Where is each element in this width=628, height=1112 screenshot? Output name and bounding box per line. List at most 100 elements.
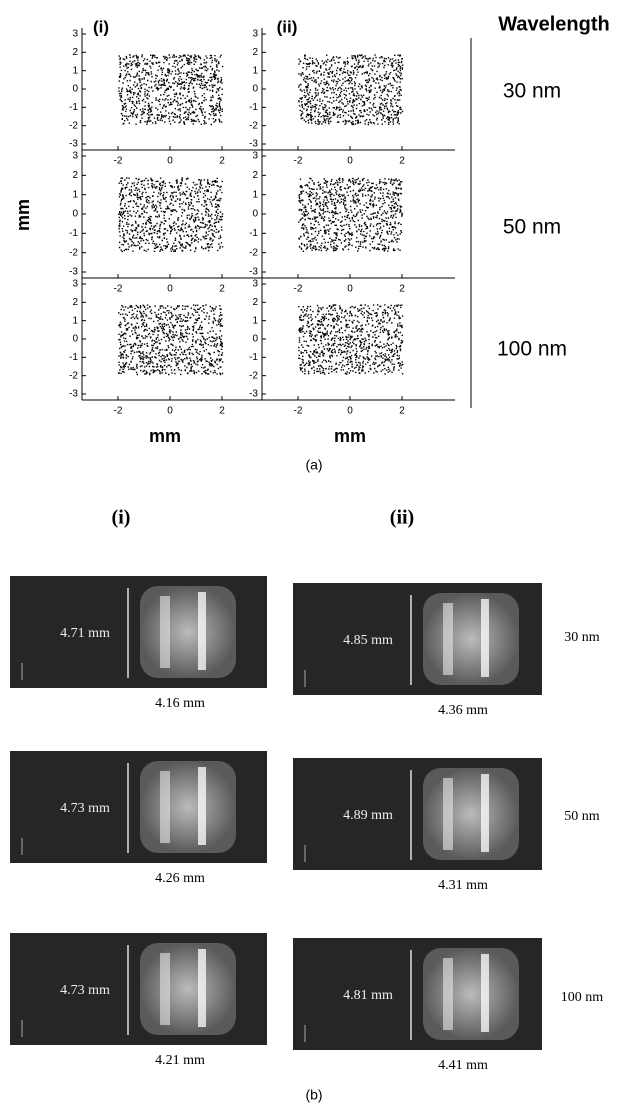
image-sample — [140, 586, 236, 678]
y-tick-label: -2 — [69, 370, 78, 381]
x-tick-label: 2 — [399, 156, 405, 167]
column-label: (i) — [93, 17, 109, 36]
bright-stripe — [443, 958, 453, 1030]
y-axis-label: mm — [13, 199, 33, 231]
scatter-texture — [298, 178, 403, 252]
y-tick-label: -2 — [69, 247, 78, 258]
image-sample — [423, 593, 519, 685]
y-tick-label: 0 — [252, 209, 258, 220]
x-tick-label: 0 — [347, 406, 353, 417]
y-tick-label: -3 — [249, 389, 258, 400]
y-tick-label: -3 — [69, 139, 78, 150]
x-tick-label: 2 — [219, 406, 225, 417]
x-tick-label: 0 — [167, 156, 173, 167]
y-tick-label: 0 — [72, 209, 78, 220]
y-tick-label: 0 — [252, 334, 258, 345]
y-tick-label: -1 — [249, 228, 258, 239]
wavelength-label: 100 nm — [497, 338, 567, 361]
bright-stripe — [481, 954, 489, 1032]
x-tick-label: 0 — [347, 284, 353, 295]
scatter-texture — [118, 177, 223, 252]
y-tick-label: -1 — [69, 352, 78, 363]
bright-stripe — [443, 778, 453, 850]
y-tick-label: 1 — [252, 315, 258, 326]
y-tick-label: 2 — [252, 170, 258, 181]
y-tick-label: -1 — [249, 352, 258, 363]
y-tick-label: 0 — [252, 84, 258, 95]
wavelength-label: 50 nm — [503, 216, 561, 239]
y-tick-label: -1 — [69, 228, 78, 239]
y-tick-label: 2 — [72, 47, 78, 58]
height-label: 4.71 mm — [60, 626, 110, 641]
x-tick-label: -2 — [114, 284, 123, 295]
y-tick-label: -2 — [249, 120, 258, 131]
y-tick-label: 3 — [252, 279, 258, 290]
x-tick-label: -2 — [294, 406, 303, 417]
height-label: 4.81 mm — [343, 988, 393, 1003]
y-tick-label: -1 — [249, 102, 258, 113]
image-sample — [140, 943, 236, 1035]
x-tick-label: -2 — [114, 156, 123, 167]
figure: 3 2 1 0 -1 -2 -3 -2 0 2 3 2 1 0 -1 -2 -3 -2 0 2 30 nm 3 2 1 0 -1 -… — [0, 0, 628, 1112]
y-tick-label: -3 — [249, 139, 258, 150]
column-label: (ii) — [277, 17, 298, 36]
x-tick-label: -2 — [114, 406, 123, 417]
y-tick-label: -2 — [249, 247, 258, 258]
image-sample — [423, 948, 519, 1040]
wavelength-label: 100 nm — [561, 990, 604, 1005]
width-label: 4.31 mm — [438, 878, 488, 893]
bright-stripe — [198, 949, 206, 1027]
width-label: 4.21 mm — [155, 1053, 205, 1068]
bright-stripe — [198, 767, 206, 845]
header: Wavelength — [498, 13, 610, 35]
scatter-texture — [298, 304, 403, 375]
panel-label: (a) — [305, 457, 322, 473]
image-sample — [140, 761, 236, 853]
y-tick-label: -1 — [69, 102, 78, 113]
bright-stripe — [481, 774, 489, 852]
x-tick-label: 0 — [347, 156, 353, 167]
width-label: 4.26 mm — [155, 871, 205, 886]
x-tick-label: 2 — [399, 406, 405, 417]
x-axis-label: mm — [334, 426, 366, 446]
bright-stripe — [160, 771, 170, 843]
y-tick-label: 0 — [72, 84, 78, 95]
width-label: 4.36 mm — [438, 703, 488, 718]
x-axis-label: mm — [149, 426, 181, 446]
y-tick-label: -3 — [249, 267, 258, 278]
height-label: 4.73 mm — [60, 801, 110, 816]
bright-stripe — [481, 599, 489, 677]
panel-label: (b) — [305, 1087, 322, 1103]
image-sample — [423, 768, 519, 860]
y-tick-label: 0 — [72, 334, 78, 345]
y-tick-label: 2 — [252, 297, 258, 308]
bright-stripe — [443, 603, 453, 675]
y-tick-label: -2 — [69, 120, 78, 131]
y-tick-label: 3 — [72, 151, 78, 162]
scatter-texture — [118, 54, 223, 125]
column-label: (i) — [112, 507, 131, 529]
y-tick-label: 1 — [72, 189, 78, 200]
bright-stripe — [160, 596, 170, 668]
y-tick-label: 1 — [252, 65, 258, 76]
height-label: 4.89 mm — [343, 808, 393, 823]
x-tick-label: 2 — [219, 284, 225, 295]
x-tick-label: -2 — [294, 284, 303, 295]
scatter-texture — [298, 54, 403, 125]
y-tick-label: 2 — [252, 47, 258, 58]
y-tick-label: 3 — [72, 29, 78, 40]
y-tick-label: 1 — [72, 315, 78, 326]
y-tick-label: 1 — [252, 189, 258, 200]
y-tick-label: -2 — [249, 370, 258, 381]
x-tick-label: 2 — [399, 284, 405, 295]
height-label: 4.73 mm — [60, 983, 110, 998]
y-tick-label: 3 — [72, 279, 78, 290]
x-tick-label: -2 — [294, 156, 303, 167]
y-tick-label: 2 — [72, 170, 78, 181]
x-tick-label: 0 — [167, 284, 173, 295]
bright-stripe — [160, 953, 170, 1025]
y-tick-label: 3 — [252, 29, 258, 40]
wavelength-label: 30 nm — [564, 630, 600, 645]
y-tick-label: 3 — [252, 151, 258, 162]
height-label: 4.85 mm — [343, 633, 393, 648]
